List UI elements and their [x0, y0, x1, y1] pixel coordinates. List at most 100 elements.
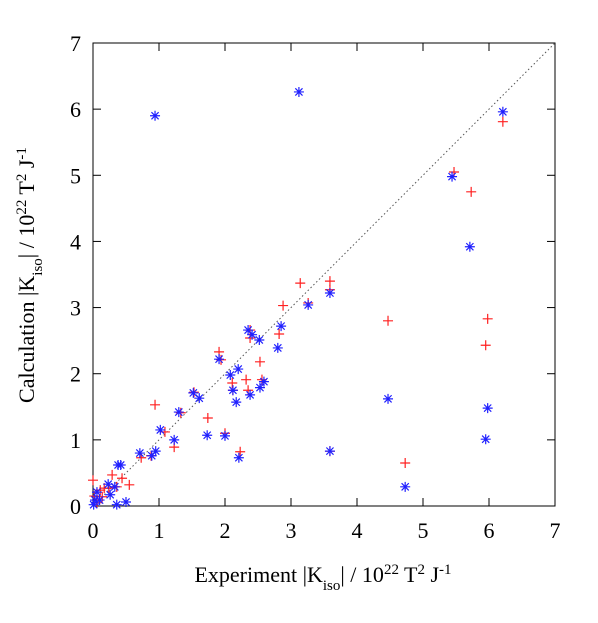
x-tick-label: 1 [154, 518, 165, 543]
point [295, 278, 306, 289]
point [464, 241, 475, 252]
x-axis-label: Experiment |Kiso| / 1022 T2 J-1 [194, 562, 451, 594]
xlabel-part: 22 [384, 562, 399, 578]
point [254, 334, 265, 345]
point [231, 397, 242, 408]
point [400, 481, 411, 492]
ylabel-part: T [14, 181, 39, 200]
point [117, 473, 128, 484]
x-tick-label: 3 [286, 518, 297, 543]
point [324, 446, 335, 457]
point [124, 479, 135, 490]
point [303, 299, 314, 310]
point [447, 171, 458, 182]
point [480, 434, 491, 445]
point [383, 393, 394, 404]
point [134, 448, 145, 459]
point [233, 364, 244, 375]
y-tick-label: 1 [70, 428, 81, 453]
point [150, 446, 161, 457]
point [194, 393, 205, 404]
y-tick-label: 2 [70, 362, 81, 387]
point [150, 399, 161, 410]
ylabel-part: | / 10 [14, 215, 39, 259]
xlabel-part: J [425, 562, 440, 587]
point [88, 475, 98, 486]
point [254, 382, 265, 393]
point [274, 329, 285, 340]
point [115, 459, 126, 470]
point [188, 387, 199, 398]
x-tick-label: 5 [418, 518, 429, 543]
xlabel-part: T [399, 562, 418, 587]
point [482, 403, 493, 414]
ylabel-part: -1 [14, 147, 30, 160]
xlabel-part: Experiment |K [194, 562, 323, 587]
ylabel-part: J [14, 159, 39, 174]
point [91, 487, 102, 498]
point [109, 481, 120, 492]
point [497, 116, 508, 127]
point [324, 276, 335, 287]
point [202, 413, 213, 424]
ylabel-part: Calculation |K [14, 276, 39, 403]
point [202, 430, 213, 441]
point [155, 424, 166, 435]
point [169, 434, 180, 445]
y-tick-label: 6 [70, 97, 81, 122]
point [225, 370, 236, 381]
point [243, 325, 254, 336]
y-tick-label: 7 [70, 31, 81, 56]
point [173, 407, 184, 418]
point [324, 288, 335, 299]
point [121, 497, 131, 508]
xlabel-part: -1 [439, 562, 452, 578]
point [482, 313, 493, 324]
ylabel-part: iso [30, 258, 46, 276]
xlabel-part: iso [323, 578, 341, 594]
point [245, 389, 256, 400]
y-tick-label: 3 [70, 296, 81, 321]
point [220, 430, 230, 441]
point [105, 489, 116, 500]
y-tick-label: 0 [70, 494, 81, 519]
point [150, 110, 161, 121]
x-tick-label: 4 [352, 518, 363, 543]
point [216, 354, 227, 365]
point [254, 356, 265, 367]
point [497, 106, 508, 117]
xlabel-part: | / 10 [340, 562, 384, 587]
plot-frame [92, 42, 556, 507]
point [276, 321, 287, 332]
point [278, 300, 289, 311]
x-tick-label: 0 [88, 518, 99, 543]
point [227, 377, 238, 388]
point [258, 376, 269, 387]
xlabel-part: 2 [417, 562, 425, 578]
point [293, 86, 304, 97]
point [175, 407, 186, 418]
point [103, 479, 114, 490]
point [227, 385, 238, 396]
x-tick-label: 6 [484, 518, 495, 543]
point [247, 329, 258, 340]
point [146, 450, 157, 461]
point [107, 469, 118, 480]
point [480, 340, 491, 351]
point [233, 452, 244, 463]
point [400, 458, 411, 469]
x-tick-label: 7 [550, 518, 561, 543]
x-tick-label: 2 [220, 518, 231, 543]
point [214, 354, 225, 365]
point [383, 315, 394, 326]
point [88, 499, 99, 510]
point [272, 342, 283, 353]
y-tick-label: 4 [70, 229, 81, 254]
diagonal-line [92, 42, 556, 507]
point [241, 374, 252, 385]
ylabel-part: 22 [14, 200, 30, 215]
ylabel-part: 2 [14, 174, 30, 182]
point [111, 499, 122, 510]
point [466, 186, 477, 197]
